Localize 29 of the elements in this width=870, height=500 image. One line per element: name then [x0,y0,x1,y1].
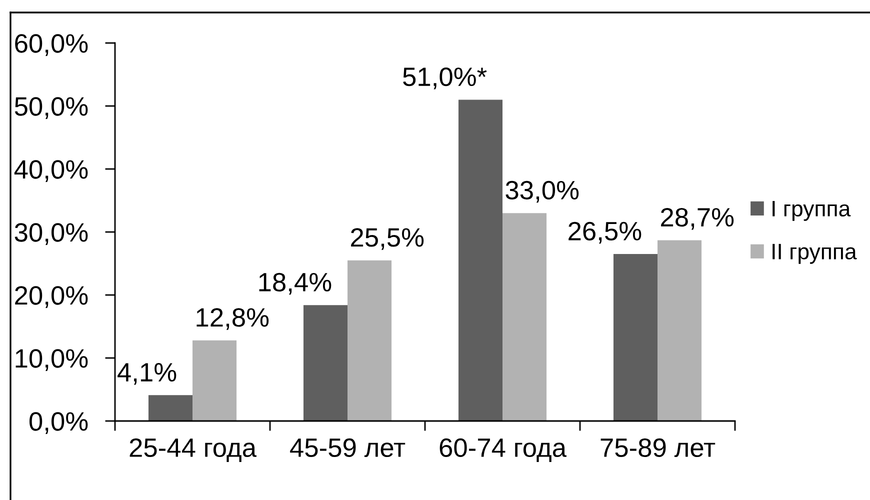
bar [458,100,502,421]
y-tick-label: 40,0% [14,160,88,182]
bar [303,305,348,421]
x-tick-label: 75-89 лет [600,438,716,458]
bar [192,340,237,421]
x-tick-label: 45-59 лет [290,438,406,458]
data-label: 26,5% [568,222,642,244]
x-tick-label: 60-74 года [440,438,567,462]
legend-label: I группа [772,200,851,221]
y-tick-label: 0,0% [29,412,88,434]
y-tick-label: 60,0% [15,34,88,56]
data-label: 28,7% [661,208,734,230]
data-label: 18,4% [259,272,332,295]
bar [348,260,392,421]
y-tick-label: 30,0% [14,223,88,245]
data-label: 25,5% [351,228,424,250]
bar [148,395,192,421]
y-tick-label: 20,0% [15,286,88,308]
data-label: 51,0%* [403,67,487,90]
y-tick-label: 50,0% [14,97,88,119]
bar [613,254,658,421]
data-label: 12,8% [196,308,269,330]
data-label: 4,1% [118,363,176,385]
legend-label: II группа [772,244,857,264]
data-label: 33,0% [506,180,579,203]
x-tick-label: 25-44 года [130,438,257,462]
y-tick-label: 10,0% [16,349,88,371]
bar [502,213,547,421]
bar [658,240,702,421]
